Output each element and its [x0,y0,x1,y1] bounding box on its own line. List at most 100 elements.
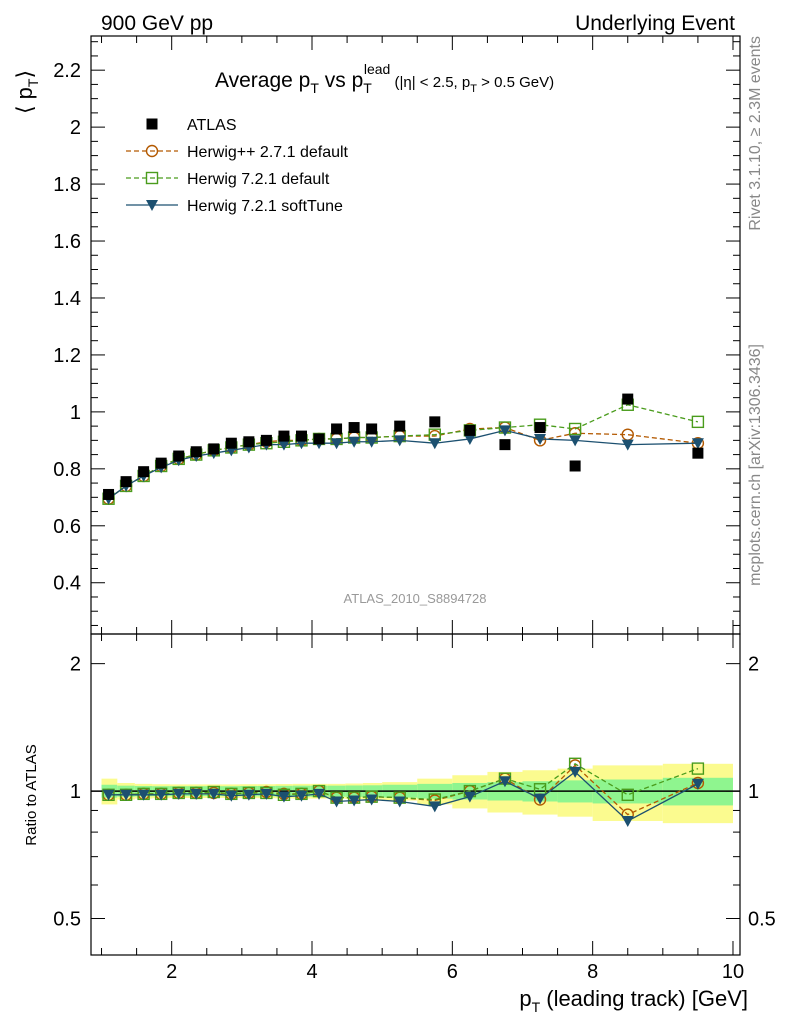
title-cond-sub: T [470,83,477,95]
data-point [278,430,290,442]
ratio-point [330,796,343,808]
side-text-rivet: Rivet 3.1.10, ≥ 2.3M events [747,36,764,231]
main-ytick-label: 0.4 [53,573,81,595]
data-point [365,436,378,448]
ratio-point [120,789,133,801]
legend-label: ATLAS [187,117,237,134]
data-point [621,439,634,451]
x-axis-label: pT (leading track) [GeV] [519,986,748,1015]
legend-label: Herwig 7.2.1 softTune [187,198,343,215]
ratio-point [428,801,441,813]
ratio-point [172,788,185,800]
ratio-ytick-label-right: 0.5 [748,909,776,931]
ratio-point [313,788,326,800]
data-point [569,460,581,472]
title-mid: vs p [319,69,363,92]
xtick-label: 10 [722,961,744,983]
legend-item-herwig-7-2-1-default: Herwig 7.2.1 default [126,171,330,188]
legend-marker [145,144,159,158]
ylabel-close: ⟩ [12,70,37,79]
ylabel-open: ⟨ p [12,87,37,114]
xtick-label: 6 [447,961,458,983]
xlabel-p: p [519,986,531,1011]
main-ytick-label: 1.8 [53,174,81,196]
main-axis-ticks [91,36,740,634]
ratio-y-axis-label: Ratio to ATLAS [23,744,40,845]
main-series-group [102,393,705,505]
data-point [277,439,290,451]
x-tick-labels: 2 4 6 8 10 [166,961,744,983]
xtick-label: 4 [306,961,317,983]
ratio-point [691,778,704,790]
ratio-point [295,790,308,802]
data-point [429,416,441,428]
legend-item-atlas: ATLAS [146,117,237,134]
data-point [692,447,704,459]
legend-marker [145,171,159,185]
legend-item-herwig-7-2-1-softtune: Herwig 7.2.1 softTune [126,198,343,215]
data-point [348,436,361,448]
ratio-point [365,794,378,806]
data-point [534,433,547,445]
ratio-point [621,815,634,827]
main-ytick-label: 0.6 [53,516,81,538]
data-point [138,466,150,478]
data-point [155,457,167,469]
data-point [348,422,360,434]
main-ytick-label: 1 [70,402,81,424]
data-point [691,438,704,450]
data-point [393,435,406,447]
ratio-point [225,790,238,802]
side-text-mcplots: mcplots.cern.ch [arXiv:1306.3436] [747,344,764,586]
ratio-ytick-label-right: 1 [748,781,759,803]
series-atlas [103,393,704,500]
header-right: Underlying Event [575,12,735,35]
data-point [366,423,378,435]
data-point [225,437,237,449]
title-cond-close: > 0.5 GeV) [477,74,554,91]
ratio-panel-frame [90,633,741,956]
data-point [464,424,476,436]
ratio-axis-ticks [91,634,740,955]
ratio-point [137,789,150,801]
data-point [243,436,255,448]
data-point [691,415,705,429]
ratio-ytick-label: 0.5 [53,909,81,931]
legend-label: Herwig 7.2.1 default [187,171,330,188]
ratio-point [260,788,273,800]
main-ytick-label: 1.2 [53,345,81,367]
series-herwig-2-7-1-default [102,421,705,505]
analysis-watermark: ATLAS_2010_S8894728 [344,591,487,606]
ratio-point [621,788,634,801]
chart-title: Average pT vs pTlead (|η| < 2.5, pT > 0.… [215,61,554,96]
series-herwig-7-2-1-softtune [102,425,704,505]
data-point [394,420,406,432]
data-point [534,422,546,434]
legend: ATLAS Herwig++ 2.7.1 default Herwig 7.2.1 … [126,117,349,215]
data-point [499,439,511,451]
header-left: 900 GeV pp [101,12,213,35]
ylabel-sub: T [25,78,41,87]
title-sub1: T [310,80,319,96]
data-point [569,435,582,447]
ratio-point [102,789,115,801]
main-ytick-label: 2 [70,117,81,139]
ratio-point [569,766,582,778]
ratio-point [463,791,476,803]
ratio-point [348,795,361,807]
main-y-tick-labels: 0.4 0.6 0.8 1 1.2 1.4 1.6 1.8 2 2.2 [53,60,81,595]
data-point [260,434,272,446]
main-y-axis-label: ⟨ pT⟩ [12,70,41,114]
ratio-point [498,776,511,788]
data-point [173,450,185,462]
ratio-ytick-label: 2 [70,654,81,676]
series-line [108,429,698,500]
main-ytick-label: 2.2 [53,60,81,82]
ratio-y-tick-labels: 0.5 0.5 1 1 2 2 [53,654,776,931]
data-point [103,488,115,500]
data-point [622,393,634,405]
data-point [120,476,132,488]
title-cond-open: (|η| < 2.5, p [394,74,470,91]
legend-label: Herwig++ 2.7.1 default [187,144,349,161]
